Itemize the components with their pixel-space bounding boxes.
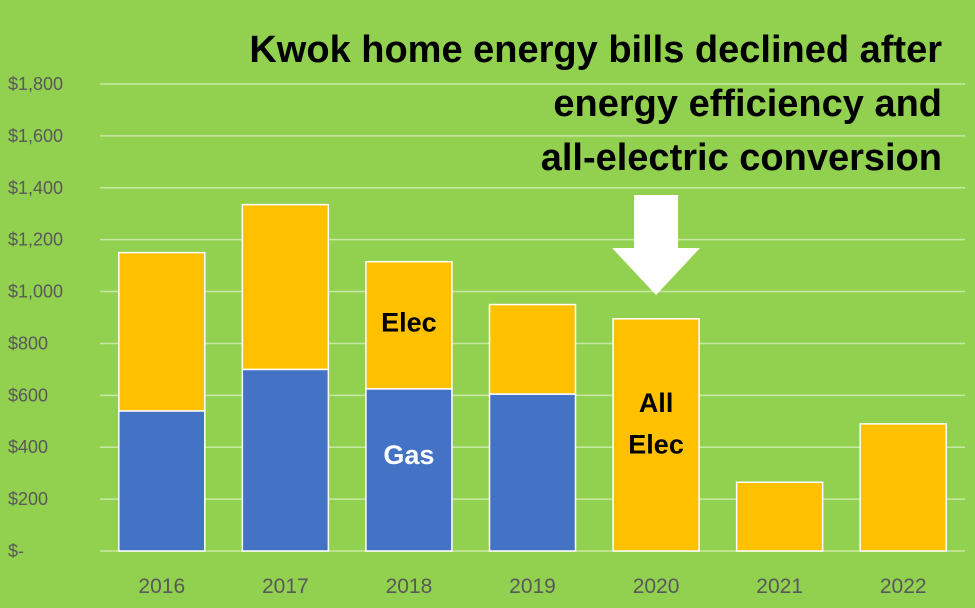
down-arrow-icon xyxy=(612,195,701,295)
bar-elec-2016 xyxy=(118,251,206,412)
down-arrow-shape xyxy=(612,195,701,295)
bar-elec-2020 xyxy=(612,318,700,552)
y-tick-label: $1,800 xyxy=(8,74,63,94)
chart-title-line-1: Kwok home energy bills declined after xyxy=(249,29,942,71)
annotation-label: Gas xyxy=(383,440,434,470)
x-axis: 2016 2017 2018 2019 2020 2021 2022 xyxy=(138,575,926,598)
y-axis: $- $200 $400 $600 $800 $1,000 $1,200 $1,400 $1,6… xyxy=(8,74,63,561)
x-tick-label: 2016 xyxy=(138,575,185,598)
y-tick-label: $200 xyxy=(8,489,48,509)
bar-gas-2019 xyxy=(488,393,577,552)
annotation-label: All xyxy=(639,388,674,418)
chart-title-line-2: energy efficiency and xyxy=(553,83,942,125)
bar-elec-2022 xyxy=(859,423,947,552)
annotation-label: Elec xyxy=(628,430,684,460)
bar-elec-2021 xyxy=(735,481,824,552)
bar-gas-2018 xyxy=(365,388,453,552)
y-tick-label: $1,200 xyxy=(8,230,63,250)
chart-title-line-3: all-electric conversion xyxy=(541,137,942,179)
annotation-label: Elec xyxy=(381,308,437,338)
y-tick-label: $600 xyxy=(8,385,48,405)
y-tick-label: $800 xyxy=(8,333,48,353)
y-tick-label: $1,400 xyxy=(8,178,63,198)
y-tick-label: $400 xyxy=(8,437,48,457)
bars xyxy=(118,203,947,552)
x-tick-label: 2019 xyxy=(509,575,556,598)
y-tick-label: $1,000 xyxy=(8,282,63,302)
y-tick-label: $1,600 xyxy=(8,126,63,146)
bar-elec-2018 xyxy=(365,260,453,390)
x-tick-label: 2017 xyxy=(262,575,309,598)
annotations: Elec Gas All Elec xyxy=(381,308,684,470)
bar-elec-2017 xyxy=(241,203,330,371)
bar-elec-2019 xyxy=(488,303,577,395)
x-tick-label: 2022 xyxy=(880,575,927,598)
x-tick-label: 2018 xyxy=(386,575,433,598)
chart-title: Kwok home energy bills declined after en… xyxy=(249,29,942,179)
x-tick-label: 2020 xyxy=(633,575,680,598)
bar-gas-2017 xyxy=(241,368,330,552)
y-tick-label: $- xyxy=(8,541,24,561)
x-tick-label: 2021 xyxy=(756,575,803,598)
bar-gas-2016 xyxy=(118,410,206,552)
